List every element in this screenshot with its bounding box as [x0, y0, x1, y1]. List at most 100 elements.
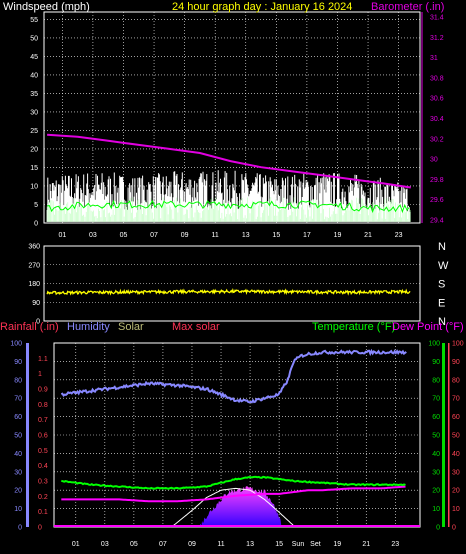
- dew-point-line: [61, 485, 406, 503]
- temp-y-tick: 10: [432, 506, 440, 513]
- humidity-y-tick: 60: [14, 414, 22, 421]
- wind-y-tick: 45: [30, 54, 38, 61]
- wind-x-tick: 13: [242, 232, 250, 239]
- wind-x-tick: 07: [150, 232, 158, 239]
- temp-y-tick: 40: [432, 451, 440, 458]
- compass-label: S: [438, 279, 445, 291]
- wind-x-tick: 15: [272, 232, 280, 239]
- wind-direction-trace: [46, 287, 411, 296]
- temp-x-tick: Sun: [292, 541, 305, 548]
- humidity-y-tick: 70: [14, 396, 22, 403]
- temp-y-tick: 80: [432, 377, 440, 384]
- barometer-y-tick: 29.6: [430, 197, 444, 204]
- dewpoint-y-tick: 80: [452, 377, 460, 384]
- temp-y-tick: 0: [436, 525, 440, 532]
- wind-x-tick: 11: [212, 232, 219, 239]
- temp-x-tick: 09: [188, 541, 196, 548]
- humidity-y-tick: 90: [14, 359, 22, 366]
- wind-x-tick: 09: [181, 232, 189, 239]
- temp-x-tick: 03: [101, 541, 109, 548]
- wind-y-tick: 50: [30, 35, 38, 42]
- barometer-y-tick: 31: [430, 55, 438, 62]
- wind-axis-label: Windspeed (mph): [3, 1, 90, 13]
- rain-y-tick: 0.1: [38, 509, 48, 516]
- wind-x-tick: 17: [303, 232, 311, 239]
- rain-y-tick: 0.6: [38, 433, 48, 440]
- dewpoint-y-tick: 50: [452, 433, 460, 440]
- dewpoint-y-tick: 10: [452, 506, 460, 513]
- wind-average-line: [47, 199, 410, 214]
- wind-y-tick: 30: [30, 109, 38, 116]
- humidity-y-tick: 40: [14, 451, 22, 458]
- direction-y-tick: 360: [28, 244, 40, 251]
- wind-x-tick: 05: [120, 232, 128, 239]
- chart-title: 24 hour graph day : January 16 2024: [172, 1, 352, 13]
- solar-area: [199, 486, 282, 527]
- dewpoint-y-tick: 70: [452, 396, 460, 403]
- temperature-line: [61, 475, 406, 490]
- temp-x-tick: 23: [391, 541, 399, 548]
- humidity-y-tick: 20: [14, 488, 22, 495]
- barometer-y-tick: 30.8: [430, 75, 444, 82]
- humidity-y-tick: 0: [18, 525, 22, 532]
- compass-label: W: [438, 260, 449, 272]
- humidity-axis-bar: [26, 343, 29, 527]
- barometer-line: [47, 133, 411, 189]
- temp-x-tick: 07: [159, 541, 167, 548]
- barometer-y-tick: 29.8: [430, 177, 444, 184]
- temp-x-tick: 05: [130, 541, 138, 548]
- direction-y-tick: 90: [32, 300, 40, 307]
- dewpoint-y-tick: 30: [452, 469, 460, 476]
- temp-y-tick: 20: [432, 488, 440, 495]
- barometer-y-tick: 29.4: [430, 217, 444, 224]
- rain-y-tick: 0.8: [38, 402, 48, 409]
- rain-y-tick: 1.1: [38, 356, 48, 363]
- dewpoint-y-tick: 60: [452, 414, 460, 421]
- solar-legend: Solar: [118, 321, 144, 333]
- direction-y-tick: 270: [28, 262, 40, 269]
- wind-x-tick: 21: [364, 232, 372, 239]
- barometer-y-tick: 30: [430, 157, 438, 164]
- wind-x-tick: 01: [58, 232, 66, 239]
- rain-y-tick: 0.2: [38, 494, 48, 501]
- temp-y-tick: 60: [432, 414, 440, 421]
- dewpoint-y-tick: 100: [452, 341, 464, 348]
- dewpoint-y-tick: 20: [452, 488, 460, 495]
- max-solar-curve: [171, 487, 296, 528]
- dew-point-legend: Dew Point (°F): [392, 321, 464, 333]
- rain-y-tick: 0.3: [38, 479, 48, 486]
- barometer-y-tick: 30.4: [430, 116, 444, 123]
- compass-label: E: [438, 297, 445, 309]
- dewpoint-axis-bar: [448, 343, 450, 527]
- temp-x-tick: 13: [246, 541, 254, 548]
- wind-y-tick: 25: [30, 128, 38, 135]
- max-solar-legend: Max solar: [172, 321, 220, 333]
- wind-y-tick: 40: [30, 72, 38, 79]
- wind-y-tick: 20: [30, 146, 38, 153]
- dewpoint-y-tick: 0: [452, 525, 456, 532]
- dewpoint-y-tick: 90: [452, 359, 460, 366]
- temp-x-tick: 19: [333, 541, 341, 548]
- temp-y-tick: 70: [432, 396, 440, 403]
- temp-x-tick: Set: [310, 541, 321, 548]
- temp-y-tick: 50: [432, 433, 440, 440]
- wind-x-tick: 19: [334, 232, 342, 239]
- wind-low-trace: [46, 197, 411, 222]
- barometer-y-tick: 30.2: [430, 136, 444, 143]
- temp-x-tick: 11: [217, 541, 224, 548]
- rain-y-tick: 0: [38, 525, 42, 532]
- humidity-y-tick: 30: [14, 469, 22, 476]
- barometer-y-tick: 31.4: [430, 15, 444, 22]
- rain-y-tick: 0.5: [38, 448, 48, 455]
- wind-speed-trace: [46, 170, 411, 222]
- direction-y-tick: 180: [28, 281, 40, 288]
- temp-x-tick: 15: [275, 541, 283, 548]
- rain-y-tick: 0.7: [38, 417, 48, 424]
- humidity-y-tick: 10: [14, 506, 22, 513]
- humidity-legend: Humidity: [67, 321, 110, 333]
- humidity-y-tick: 50: [14, 433, 22, 440]
- compass-label: N: [438, 241, 446, 253]
- wind-y-tick: 5: [34, 202, 38, 209]
- humidity-y-tick: 80: [14, 377, 22, 384]
- compass-label: N: [438, 316, 446, 328]
